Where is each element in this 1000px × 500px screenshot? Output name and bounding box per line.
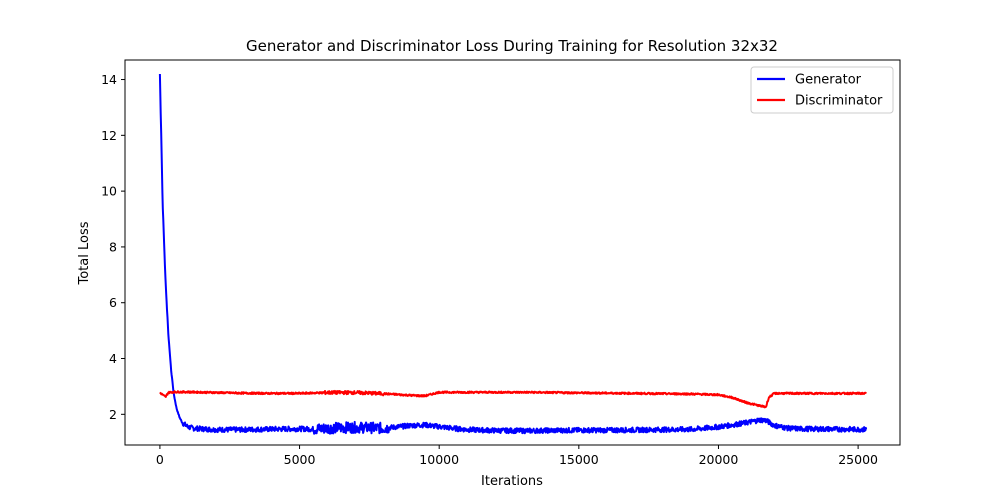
y-tick-label: 8 <box>109 239 117 254</box>
y-axis: 2 4 6 8 10 12 14 <box>101 72 125 422</box>
series-layer <box>158 73 868 435</box>
x-tick-label: 25000 <box>838 452 878 467</box>
x-tick-label: 20000 <box>699 452 739 467</box>
series-line-generator <box>158 73 868 435</box>
plot-frame <box>124 59 901 446</box>
y-tick-label: 14 <box>101 72 117 87</box>
x-tick-label: 15000 <box>559 452 599 467</box>
legend: Generator Discriminator <box>750 66 894 114</box>
y-tick-label: 2 <box>109 407 117 422</box>
y-tick-label: 12 <box>101 128 117 143</box>
series-line-discriminator <box>159 389 868 409</box>
x-tick-label: 10000 <box>419 452 459 467</box>
y-tick-label: 6 <box>109 295 117 310</box>
x-axis: 0 5000 10000 15000 20000 25000 <box>156 445 878 467</box>
chart-title: Generator and Discriminator Loss During … <box>246 37 778 55</box>
x-tick-label: 0 <box>156 452 164 467</box>
y-tick-label: 4 <box>109 351 117 366</box>
x-tick-label: 5000 <box>284 452 316 467</box>
legend-box <box>750 66 894 114</box>
legend-label: Generator <box>795 73 862 88</box>
y-axis-label: Total Loss <box>77 221 92 285</box>
legend-label: Discriminator <box>795 94 883 109</box>
x-axis-label: Iterations <box>481 474 543 489</box>
y-tick-label: 10 <box>101 184 117 199</box>
